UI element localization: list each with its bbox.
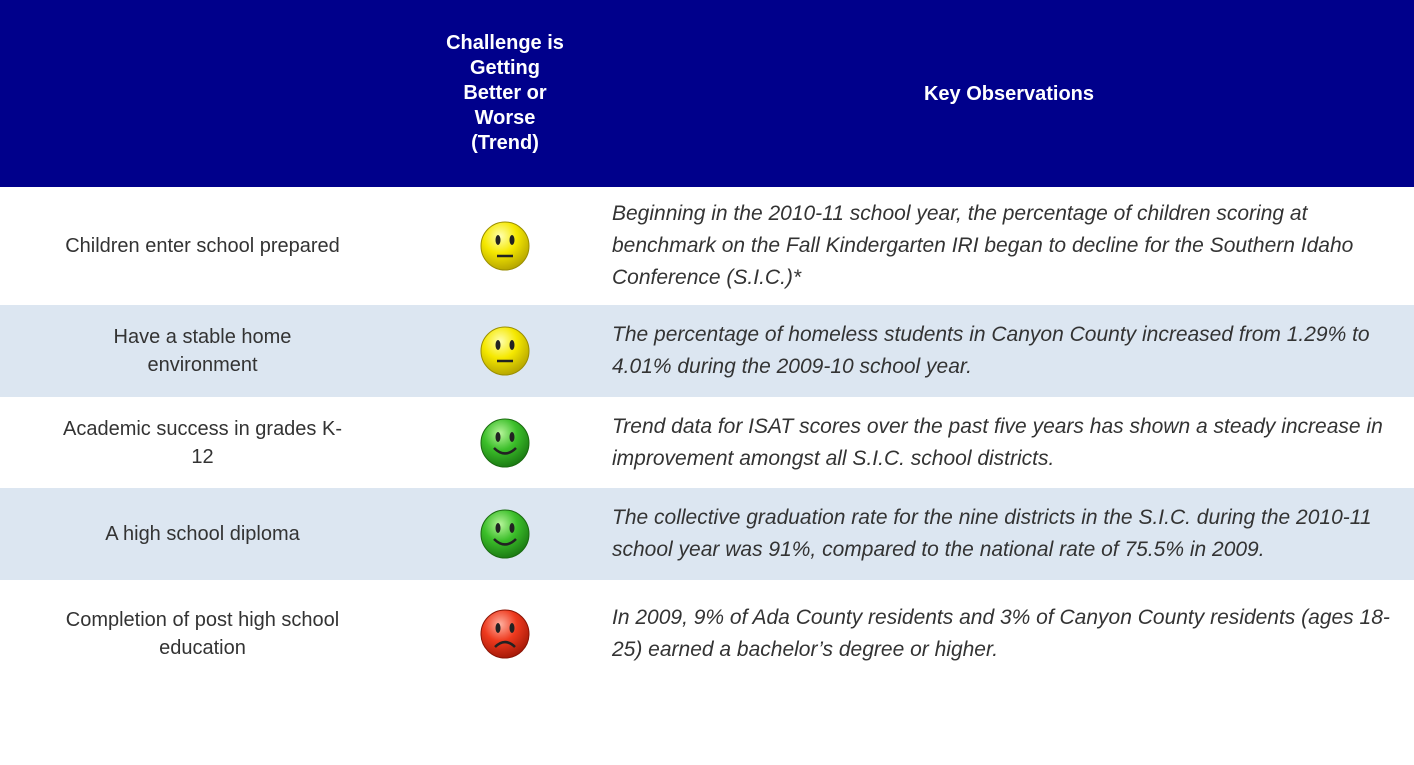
challenge: Completion of post high school education <box>65 609 340 659</box>
challenge: Have a stable home environment <box>113 326 292 376</box>
happy-face-icon <box>480 418 530 467</box>
table-row: Children enter school prepared Beginning… <box>0 187 1414 305</box>
table-row: Completion of post high school education… <box>0 580 1414 688</box>
table-row: A high school diploma The collective gra… <box>0 488 1414 580</box>
observation: In 2009, 9% of Ada County residents and … <box>612 606 1390 661</box>
challenge: Academic success in grades K-12 <box>62 417 342 468</box>
happy-face-icon <box>480 509 530 559</box>
table-row: Academic success in grades K-12 Trend da… <box>0 397 1414 488</box>
header-cell: Challenge is Getting Better or Worse (Tr… <box>446 32 564 154</box>
neutral-face-icon <box>480 221 530 271</box>
observation: The percentage of homeless students in C… <box>612 323 1370 378</box>
table-row: Have a stable home environment The perce… <box>0 305 1414 397</box>
challenge: A high school diploma <box>105 523 300 545</box>
neutral-face-icon <box>480 326 530 376</box>
challenge: Children enter school prepared <box>65 235 340 257</box>
header-cell: Key Observations <box>923 82 1095 105</box>
sad-face-icon <box>480 609 530 659</box>
observation: Beginning in the 2010-11 school year, th… <box>612 202 1354 289</box>
observation: Trend data for ISAT scores over the past… <box>612 414 1383 470</box>
observation: The collective graduation rate for the n… <box>612 506 1372 561</box>
header-row: Challenge is Getting Better or Worse (Tr… <box>0 0 1414 187</box>
